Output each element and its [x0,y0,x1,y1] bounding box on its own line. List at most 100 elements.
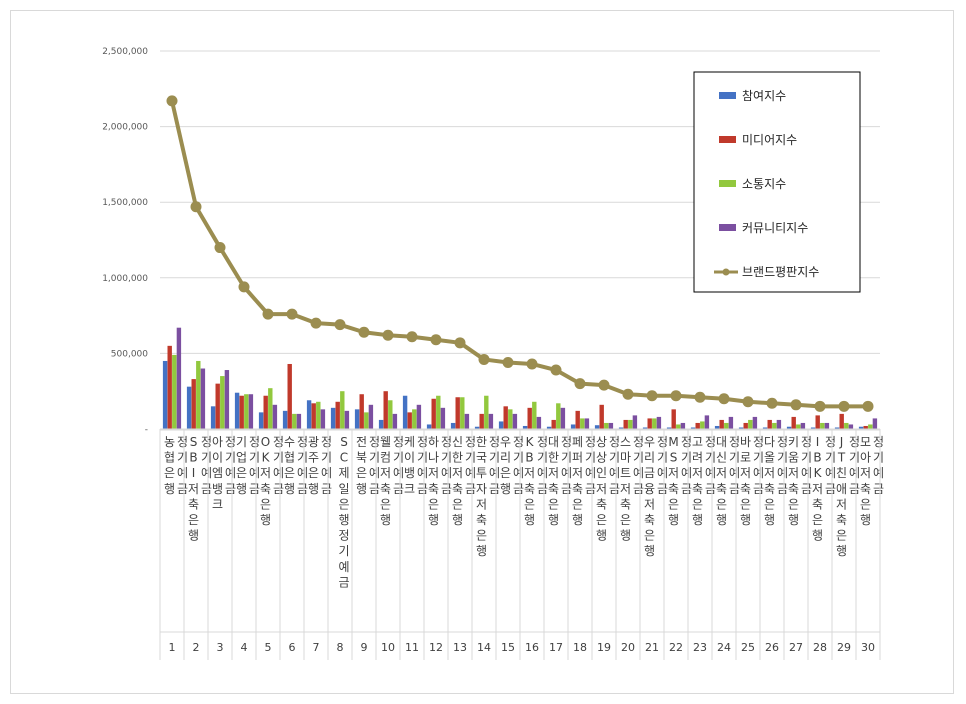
bar [282,410,288,429]
bar [834,427,840,429]
rank-label: 29 [837,641,851,654]
category-label: M S 저 축 은 행정 기 예 금 [668,435,692,527]
line-point [502,356,514,368]
bar [220,376,225,429]
bar [647,418,652,429]
rank-label: 6 [289,641,296,654]
line-point [214,242,226,254]
legend-item: 미디어지수 [719,133,797,147]
category-label: 아 이 엠 뱅 크정 기 예 금 [212,435,236,511]
line-point [646,390,658,402]
bar [863,425,868,429]
bar [292,413,297,429]
bar [551,419,556,429]
category-label: O K 저 축 은 행정 기 예 금 [260,435,284,527]
category-label: 키 움 저 축 은 행정 기 예 금 [788,435,812,527]
bar [460,397,465,429]
category-label: S B I 저 축 은 행정 기 예 금 [188,435,212,543]
category-label: 바 로 저 축 은 행정 기 예 금 [740,435,764,527]
bar [296,413,302,429]
bar [388,400,393,429]
bar [752,416,758,429]
line-point [742,396,754,408]
legend-label: 소통지수 [742,177,786,191]
bar [239,395,244,429]
bar [354,409,360,429]
rank-label: 26 [765,641,779,654]
bar [608,422,614,429]
bar [344,410,350,429]
bar [652,418,657,429]
bar [820,422,825,429]
category-label: 수 협 은 행정 기 예 금 [284,435,308,496]
line-point [814,400,826,412]
bar [383,391,388,429]
bar [546,426,552,429]
line-point [574,378,586,390]
category-label: 케 이 뱅 크정 기 예 금 [404,435,428,496]
bar [656,416,662,429]
rank-label: 30 [861,641,875,654]
rank-label: 8 [337,641,344,654]
bar [556,403,561,429]
category-label: 한 국 투 자 저 축 은 행정 기 예 금 [476,435,500,558]
bar [503,406,508,429]
rank-label: 22 [669,641,683,654]
bar [628,419,633,429]
category-label: 우 리 은 행정 기 예 금 [500,435,524,496]
category-label: 모 아 저 축 은 행정 기 예 금 [860,435,884,527]
rank-label: 14 [477,641,491,654]
rank-label: 23 [693,641,707,654]
category-label: 하 나 저 축 은 행정 기 예 금 [428,435,452,527]
bar [575,410,580,429]
bar [287,363,292,429]
bar [714,425,720,429]
line-point [430,334,442,346]
bar [479,413,484,429]
bar [311,403,316,429]
legend-swatch [719,136,736,143]
category-label: 농 협 은 행정 기 예 금 [164,435,188,496]
legend-label: 커뮤니티지수 [742,221,808,235]
bar [623,419,628,429]
bar [700,421,705,429]
bar [508,409,513,429]
bar [162,360,168,429]
bar [824,422,830,429]
rank-label: 4 [241,641,248,654]
bars [162,327,878,429]
legend-swatch [719,92,736,99]
y-tick-label: 1,500,000 [102,198,148,208]
rank-label: 1 [169,641,176,654]
bar [839,413,844,429]
line-point [190,201,202,213]
bar [762,427,768,429]
y-tick-label: - [145,425,148,435]
line-point [862,400,874,412]
bar [728,416,734,429]
bar [412,409,417,429]
bar [196,360,201,429]
bar [719,419,724,429]
